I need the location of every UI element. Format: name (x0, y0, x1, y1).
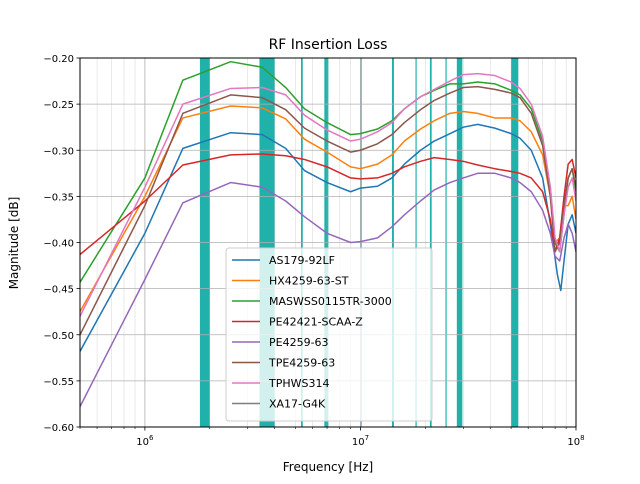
series-line-tphws314 (80, 72, 576, 317)
y-tick-label: −0.30 (43, 146, 74, 157)
axis-ticks: 106 107 108 −0.60 −0.55 −0.50 −0.45 −0.40 −0.35 −… (43, 54, 584, 448)
plot-series-group (80, 60, 576, 408)
y-axis-label: Magnitude [dB] (7, 197, 21, 290)
legend-label: TPE4259-63 (268, 357, 335, 370)
y-tick-label: −0.60 (43, 423, 74, 434)
series-line-tpe4259-63 (80, 85, 576, 336)
legend-items: AS179-92LF HX4259-63-ST MASWSS0115TR-3000 P… (232, 254, 392, 411)
legend-label: TPHWS314 (268, 377, 329, 390)
legend: AS179-92LF HX4259-63-ST MASWSS0115TR-3000 P… (225, 247, 433, 422)
y-tick-label: −0.40 (43, 239, 74, 250)
legend-label: HX4259-63-ST (269, 275, 349, 288)
series-lines (80, 60, 576, 408)
legend-label: PE4259-63 (269, 336, 329, 349)
legend-box (225, 247, 433, 422)
chart-title: RF Insertion Loss (269, 37, 388, 53)
x-axis-label: Frequency [Hz] (283, 460, 374, 474)
y-tick-label: −0.35 (43, 192, 74, 203)
series-line-pe4259-63 (80, 172, 576, 408)
legend-label: MASWSS0115TR-3000 (269, 295, 392, 308)
legend-label: PE42421-SCAA-Z (269, 316, 363, 329)
y-tick-label: −0.50 (43, 331, 74, 342)
legend-label: AS179-92LF (269, 254, 335, 267)
y-tick-label: −0.45 (43, 285, 74, 296)
x-tick-label: 106 (136, 434, 154, 448)
y-tick-label: −0.25 (43, 100, 74, 111)
y-tick-label: −0.55 (43, 377, 74, 388)
series-line-as179-92lf (80, 123, 576, 352)
legend-label: XA17-G4K (269, 398, 326, 411)
x-tick-label: 107 (352, 434, 369, 448)
series-line-maswss0115tr-3000 (80, 60, 576, 283)
y-tick-label: −0.20 (43, 54, 74, 65)
x-tick-label: 108 (567, 434, 584, 448)
